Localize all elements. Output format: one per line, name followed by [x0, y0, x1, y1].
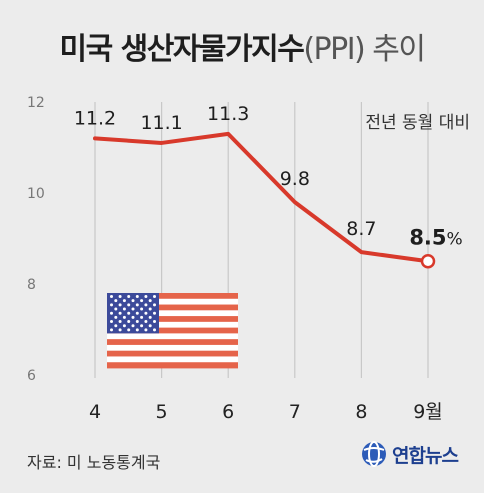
flag-stripe [107, 327, 238, 334]
flag-star [140, 324, 144, 328]
flag-star [127, 295, 131, 298]
data-label: 8.5% [409, 225, 462, 249]
data-label: 11.2 [74, 107, 116, 129]
flag-star [144, 311, 148, 315]
endpoint-marker [420, 254, 436, 269]
flag-star [122, 315, 126, 319]
flag-star [153, 303, 156, 307]
y-tick-label: 8 [27, 277, 36, 293]
flag-star [140, 315, 144, 319]
flag-star [131, 324, 135, 328]
flag-star [110, 303, 113, 307]
flag-star [135, 320, 139, 324]
yonhap-globe-icon [362, 441, 386, 467]
flag-star [114, 299, 118, 303]
chart-title: 미국 생산자물가지수(PPI) 추이 [0, 24, 484, 68]
title-main: 미국 생산자물가지수 [59, 32, 304, 67]
flag-stripe [107, 339, 238, 346]
data-label: 11.3 [207, 103, 249, 125]
flag-star [127, 311, 131, 315]
data-label: 9.8 [280, 168, 310, 190]
y-tick-label: 10 [27, 186, 45, 202]
flag-star [110, 311, 113, 315]
flag-star [153, 311, 156, 315]
flag-star [122, 307, 126, 311]
flag-stripe [107, 344, 238, 352]
flag-stripe [107, 362, 238, 369]
flag-star [153, 295, 156, 298]
chart-annotation: 전년 동월 대비 [365, 113, 470, 133]
data-label-value: 8.5 [409, 225, 446, 249]
flag-star [144, 303, 148, 307]
flag-star [140, 299, 144, 303]
flag-star [153, 328, 156, 332]
flag-star [148, 315, 152, 319]
us-flag-icon [107, 293, 238, 369]
flag-star [122, 324, 126, 328]
data-label: 8.7 [346, 218, 376, 240]
flag-star [144, 328, 148, 332]
flag-star [131, 307, 135, 311]
flag-star [118, 303, 122, 307]
flag-star [127, 303, 131, 307]
flag-stripe [107, 310, 238, 317]
flag-star [135, 303, 139, 307]
flag-star [114, 307, 118, 311]
flag-star [118, 320, 122, 324]
x-tick-label: 7 [289, 401, 301, 423]
data-label: 11.1 [140, 112, 182, 134]
flag-star [135, 328, 139, 332]
x-tick-label: 9월 [413, 401, 443, 423]
flag-star [148, 299, 152, 303]
flag-star [127, 320, 131, 324]
logo-text: 연합뉴스 [392, 444, 459, 467]
title-paren: (PPI) 추이 [303, 32, 426, 67]
flag-star [140, 307, 144, 311]
flag-stripe [107, 298, 238, 305]
flag-canton [107, 293, 159, 334]
y-tick-label: 12 [27, 95, 45, 111]
yonhap-logo: 연합뉴스 [360, 440, 459, 468]
x-tick-label: 4 [89, 401, 101, 423]
x-tick-label: 6 [222, 401, 234, 423]
flag-stripe [107, 316, 238, 323]
flag-stripe [107, 350, 238, 357]
flag-stripe [107, 333, 238, 340]
flag-star [110, 328, 113, 332]
flag-star [114, 315, 118, 319]
flag-star [131, 315, 135, 319]
flag-star [153, 320, 156, 324]
flag-star [148, 324, 152, 328]
flag-star [144, 320, 148, 324]
data-label-unit: % [447, 229, 463, 249]
y-tick-label: 6 [27, 368, 36, 384]
flag-star [118, 311, 122, 315]
flag-star [110, 320, 113, 324]
flag-star [118, 295, 122, 298]
flag-stripe [107, 293, 238, 300]
source-note: 자료: 미 노동통계국 [27, 453, 161, 472]
flag-star [118, 328, 122, 332]
x-tick-label: 8 [355, 401, 367, 423]
flag-star [127, 328, 131, 332]
flag-stripe [107, 356, 238, 363]
flag-star [122, 299, 126, 303]
flag-star [114, 324, 118, 328]
flag-star [148, 307, 152, 311]
flag-stripe [107, 304, 238, 311]
flag-star [131, 299, 135, 303]
series-line [93, 131, 430, 264]
flag-stripe [107, 321, 238, 329]
flag-star [135, 295, 139, 298]
x-tick-label: 5 [156, 401, 168, 423]
flag-star [144, 295, 148, 298]
flag-star [135, 311, 139, 315]
flag-star [110, 295, 113, 298]
